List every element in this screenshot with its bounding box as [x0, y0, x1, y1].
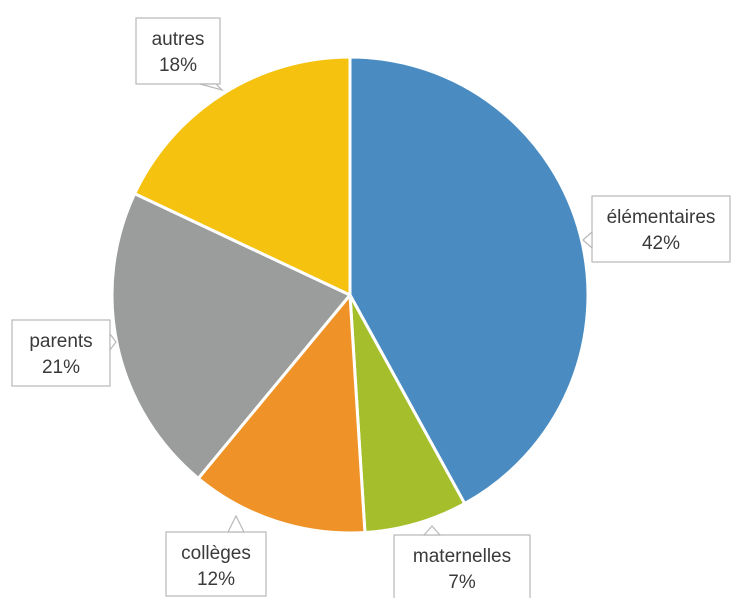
callouts-layer: élémentaires 42% maternelles 7% collèges 12% p… — [11, 17, 731, 598]
slice-value-label: 21% — [42, 357, 80, 378]
callout-pointer — [582, 230, 593, 250]
callout-pointer — [227, 514, 245, 533]
callout-box — [393, 534, 531, 598]
slice-value-label: 18% — [159, 55, 197, 76]
pie-slice-4 — [110, 192, 352, 480]
slice-label: collèges — [181, 543, 251, 564]
pie-slice-5 — [133, 55, 352, 297]
slice-value-label: 12% — [197, 569, 235, 590]
slice-label: maternelles — [413, 546, 511, 567]
callout-box — [165, 531, 267, 597]
slice-value-label: 42% — [642, 233, 680, 254]
slice-label: élémentaires — [607, 207, 716, 228]
slice-label: autres — [152, 29, 205, 50]
slice-callout-3: collèges 12% — [165, 514, 267, 597]
callout-box — [135, 17, 221, 85]
callout-box — [11, 319, 111, 387]
callout-pointer — [199, 83, 225, 92]
slices-layer — [110, 55, 590, 535]
slice-value-label: 7% — [448, 572, 476, 593]
pie-slice-3 — [196, 293, 367, 535]
slice-label: parents — [29, 331, 92, 352]
callout-pointer — [422, 525, 442, 536]
callout-pointer — [109, 332, 117, 352]
pie-slice-1 — [348, 55, 590, 506]
callout-box — [591, 195, 731, 263]
slice-callout-4: parents 21% — [11, 319, 117, 387]
slice-callout-2: maternelles 7% — [393, 525, 531, 598]
pie-slice-2 — [348, 293, 467, 535]
slice-callout-5: autres 18% — [135, 17, 225, 92]
slice-callout-1: élémentaires 42% — [582, 195, 731, 263]
